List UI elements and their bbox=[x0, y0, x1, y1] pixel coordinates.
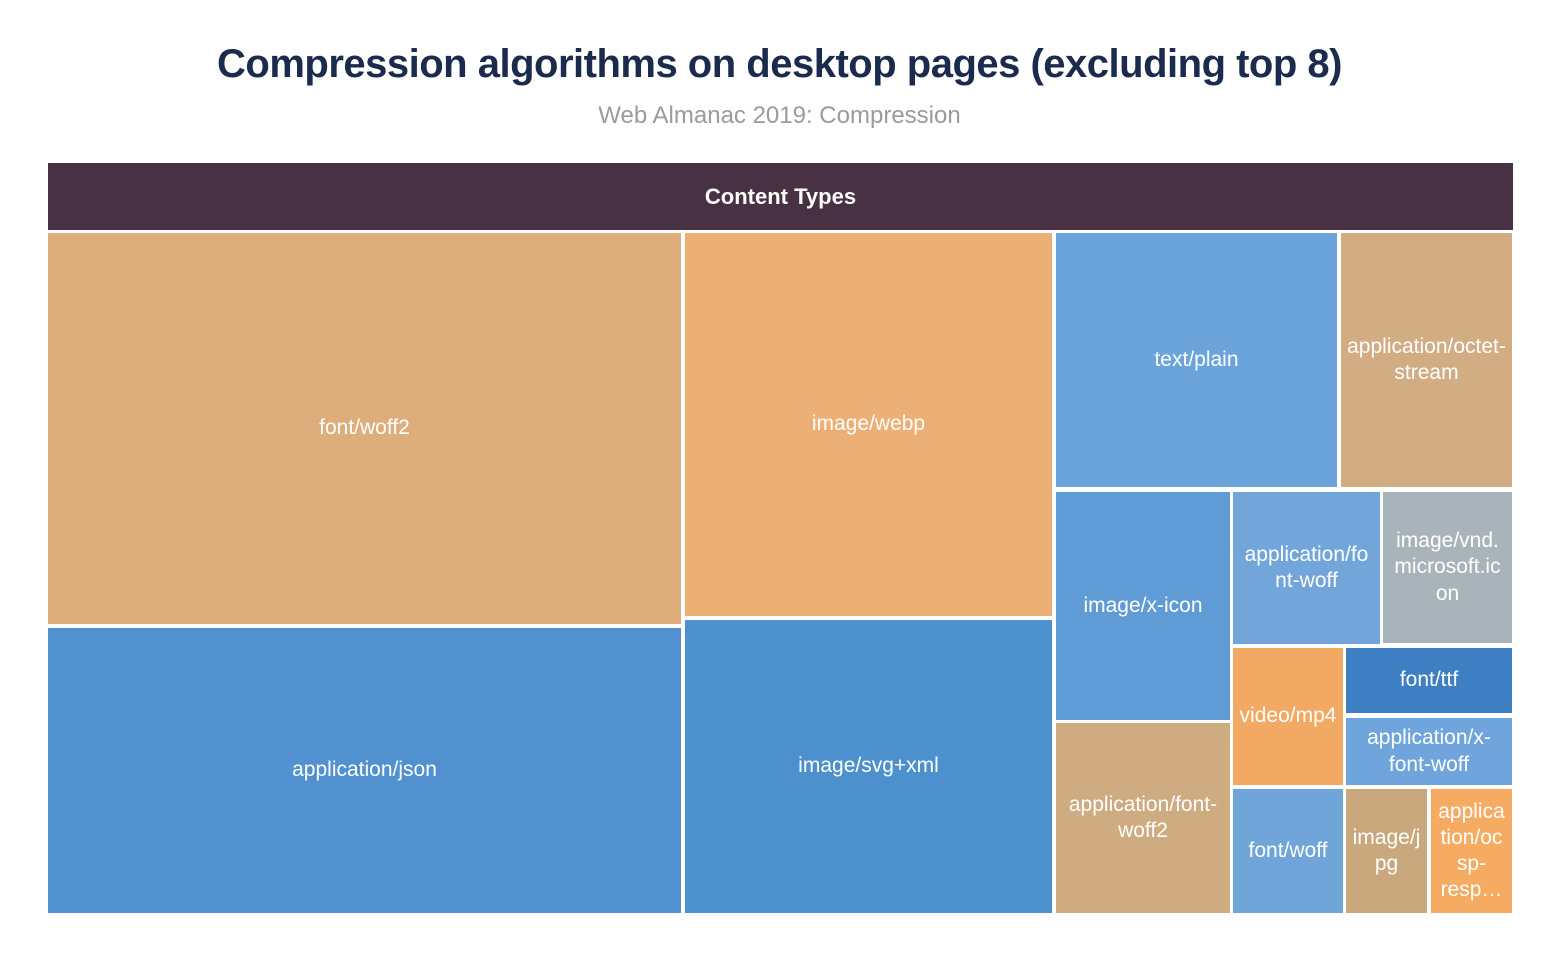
treemap-tile-application-json[interactable]: application/json bbox=[48, 628, 681, 913]
treemap-tile-label: image/jpg bbox=[1352, 825, 1421, 875]
treemap-tile-label: application/octet-stream bbox=[1347, 334, 1506, 384]
treemap-tile-label: application/json bbox=[292, 758, 437, 782]
treemap-body: font/woff2 application/json image/webp imag… bbox=[48, 233, 1513, 913]
treemap-tile-font-woff[interactable]: font/woff bbox=[1233, 789, 1343, 913]
treemap-tile-image-x-icon[interactable]: image/x-icon bbox=[1056, 492, 1230, 720]
treemap-tile-video-mp4[interactable]: video/mp4 bbox=[1233, 648, 1343, 785]
treemap-tile-label: application/x-font-woff bbox=[1367, 726, 1491, 776]
treemap-tile-label: font/ttf bbox=[1399, 668, 1459, 692]
treemap-tile-application-font-woff[interactable]: application/font-woff bbox=[1233, 492, 1380, 644]
treemap-tile-font-woff2[interactable]: font/woff2 bbox=[48, 233, 681, 624]
chart-title: Compression algorithms on desktop pages … bbox=[217, 42, 1342, 86]
treemap-group-header: Content Types bbox=[48, 163, 1513, 230]
chart-subtitle: Web Almanac 2019: Compression bbox=[598, 102, 961, 129]
treemap-tile-label: application/ocsp-resp… bbox=[1438, 799, 1505, 902]
treemap-tile-label: application/font-woff2 bbox=[1068, 792, 1218, 842]
treemap-tile-label: image/svg+xml bbox=[798, 754, 939, 778]
treemap-tile-label: image/webp bbox=[811, 412, 926, 436]
treemap-group-label: Content Types bbox=[704, 183, 857, 209]
treemap-tile-application-ocsp-resp[interactable]: application/ocsp-resp… bbox=[1431, 789, 1512, 913]
treemap-tile-label: text/plain bbox=[1154, 347, 1239, 371]
treemap-tile-application-font-woff2[interactable]: application/font-woff2 bbox=[1056, 723, 1230, 913]
treemap-tile-application-octet-stream[interactable]: application/octet-stream bbox=[1341, 233, 1512, 487]
treemap-tile-label: font/woff bbox=[1248, 838, 1328, 862]
treemap-tile-image-svg-xml[interactable]: image/svg+xml bbox=[685, 620, 1052, 913]
treemap-tile-label: image/x-icon bbox=[1083, 593, 1203, 617]
treemap-tile-label: application/font-woff bbox=[1244, 542, 1369, 592]
treemap-tile-label: font/woff2 bbox=[319, 416, 410, 440]
treemap-tile-image-vnd-microsoft-icon[interactable]: image/vnd.microsoft.icon bbox=[1383, 492, 1512, 643]
treemap-tile-label: video/mp4 bbox=[1239, 704, 1337, 728]
treemap-chart: Content Types font/woff2 application/json… bbox=[48, 163, 1513, 913]
treemap-tile-image-jpg[interactable]: image/jpg bbox=[1346, 789, 1427, 913]
treemap-tile-image-webp[interactable]: image/webp bbox=[685, 233, 1052, 616]
treemap-tile-font-ttf[interactable]: font/ttf bbox=[1346, 648, 1512, 713]
treemap-tile-text-plain[interactable]: text/plain bbox=[1056, 233, 1337, 487]
treemap-tile-label: image/vnd.microsoft.icon bbox=[1394, 529, 1501, 605]
treemap-tile-application-x-font-woff[interactable]: application/x-font-woff bbox=[1346, 718, 1512, 785]
